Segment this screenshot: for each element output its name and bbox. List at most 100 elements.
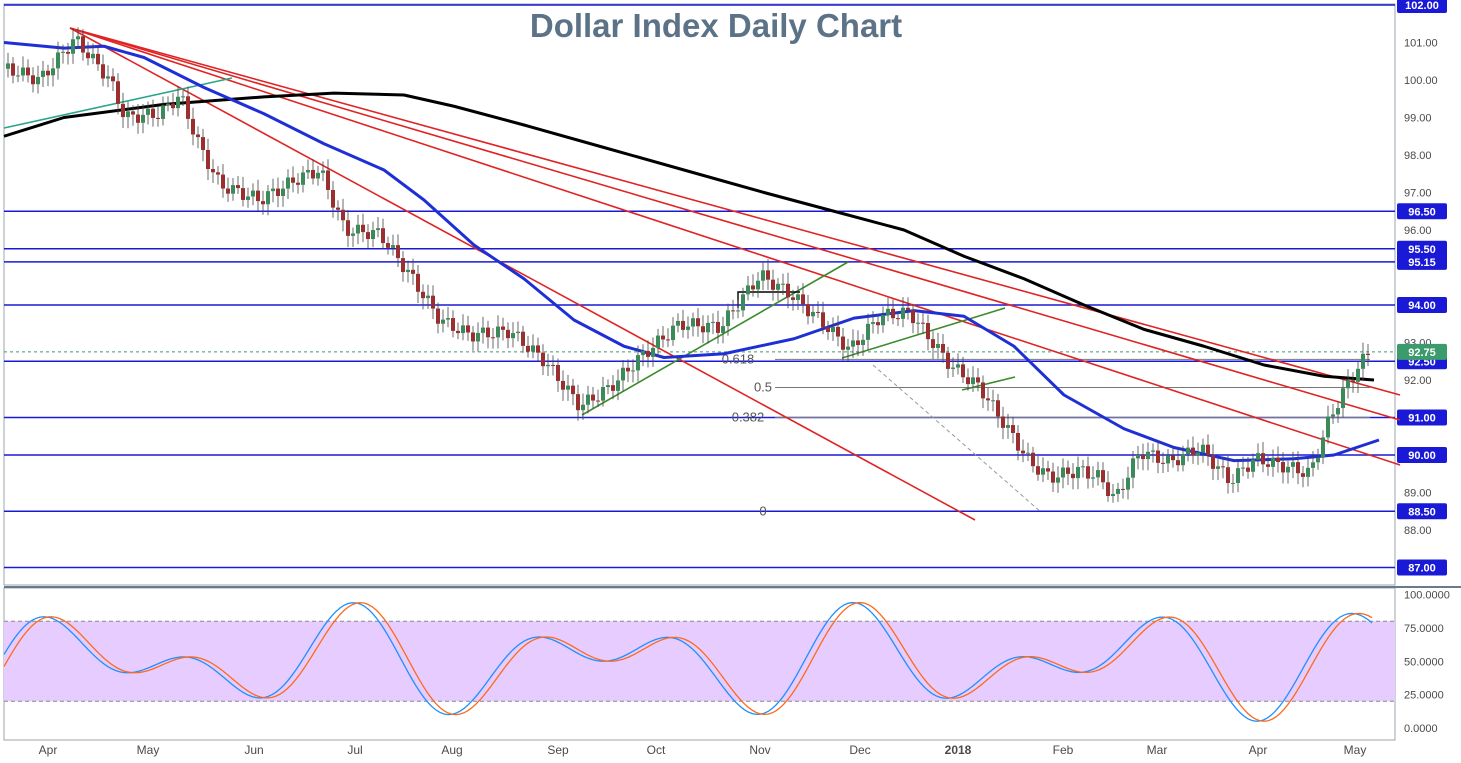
candle-body — [1181, 454, 1185, 466]
candle-body — [206, 149, 210, 169]
candle-body — [641, 350, 645, 356]
candle-body — [846, 346, 850, 350]
candle-body — [1011, 425, 1015, 433]
candle-body — [121, 103, 125, 118]
trend-line-red — [69, 27, 976, 521]
candle-body — [871, 322, 875, 324]
candle-body — [1166, 455, 1170, 464]
stochastic-tick-label: 0.0000 — [1404, 723, 1438, 735]
candle-body — [696, 318, 700, 327]
candle-body — [681, 320, 685, 330]
candle-body — [526, 345, 530, 352]
fib-label: 0.618 — [722, 351, 755, 366]
candle-body — [831, 326, 835, 333]
candle-body — [1056, 477, 1060, 483]
price-tick-label: 88.00 — [1404, 525, 1432, 537]
stochastic-tick-label: 25.0000 — [1404, 690, 1444, 702]
candle-body — [1116, 488, 1120, 494]
candle-body — [1281, 462, 1285, 473]
candle-body — [286, 177, 290, 189]
candle-body — [1331, 414, 1335, 417]
candle-body — [581, 404, 585, 411]
candle-body — [186, 96, 190, 119]
fib-trend-line — [872, 364, 1041, 512]
candle-body — [1031, 452, 1035, 467]
candle-body — [1016, 432, 1020, 451]
level-badge-label: 102.00 — [1405, 0, 1439, 12]
candle-body — [201, 137, 205, 150]
last-price-badge — [1397, 343, 1447, 360]
candle-body — [646, 350, 650, 357]
candle-body — [971, 377, 975, 385]
candle-body — [1061, 467, 1065, 478]
candle-body — [176, 96, 180, 109]
candle-body — [1036, 466, 1040, 475]
candle-body — [631, 370, 635, 372]
price-tick-label: 99.00 — [1404, 113, 1432, 125]
candle-body — [466, 325, 470, 333]
candle-body — [71, 39, 75, 54]
candle-body — [1041, 468, 1045, 475]
trend-line-red — [69, 27, 1401, 421]
candle-body — [686, 326, 690, 330]
candle-body — [411, 269, 415, 274]
last-price-label: 92.75 — [1408, 347, 1436, 359]
candle-body — [191, 118, 195, 135]
moving-average-line — [3, 41, 1380, 463]
candle-body — [851, 340, 855, 347]
x-axis-label: Apr — [1249, 743, 1268, 757]
candle-body — [211, 168, 215, 173]
candle-body — [1276, 457, 1280, 463]
candle-body — [421, 291, 425, 299]
candle-body — [331, 189, 335, 208]
candle-body — [1231, 482, 1235, 484]
x-axis-label: Feb — [1053, 743, 1074, 757]
candle-body — [536, 345, 540, 353]
candle-body — [151, 108, 155, 118]
candle-body — [1161, 462, 1165, 464]
candle-body — [1191, 447, 1195, 456]
candle-body — [296, 182, 300, 185]
candle-body — [761, 270, 765, 281]
candle-body — [816, 311, 820, 313]
candle-body — [476, 332, 480, 342]
candle-body — [1096, 470, 1100, 478]
candle-body — [511, 333, 515, 339]
fib-label: 0 — [759, 503, 766, 518]
candle-body — [636, 355, 640, 371]
price-tick-label: 89.00 — [1404, 488, 1432, 500]
candle-body — [426, 295, 430, 299]
fib-label: 0.382 — [732, 410, 765, 425]
x-axis-label: 2018 — [945, 743, 972, 757]
candle-body — [181, 96, 185, 98]
candle-body — [1246, 467, 1250, 472]
candle-body — [541, 352, 545, 367]
candle-body — [876, 322, 880, 326]
x-axis-label: Mar — [1147, 743, 1168, 757]
x-axis-label: Dec — [849, 743, 870, 757]
candle-body — [386, 243, 390, 248]
candle-body — [626, 367, 630, 372]
candle-body — [216, 172, 220, 175]
candle-body — [841, 336, 845, 350]
candle-body — [1126, 477, 1130, 490]
candle-body — [726, 310, 730, 327]
x-axis-label: Nov — [749, 743, 770, 757]
candle-body — [231, 185, 235, 194]
price-tick-label: 96.00 — [1404, 225, 1432, 237]
candle-body — [906, 307, 910, 311]
candle-body — [746, 285, 750, 295]
candle-body — [171, 103, 175, 109]
stochastic-d-line — [3, 601, 1373, 722]
candle-body — [1301, 473, 1305, 477]
candle-body — [661, 335, 665, 340]
candle-body — [336, 207, 340, 210]
candle-body — [1136, 454, 1140, 459]
candle-body — [131, 111, 135, 115]
candle-body — [371, 230, 375, 240]
candle-body — [196, 134, 200, 138]
x-axis-label: Jun — [244, 743, 263, 757]
candle-body — [486, 327, 490, 338]
candle-body — [991, 400, 995, 402]
